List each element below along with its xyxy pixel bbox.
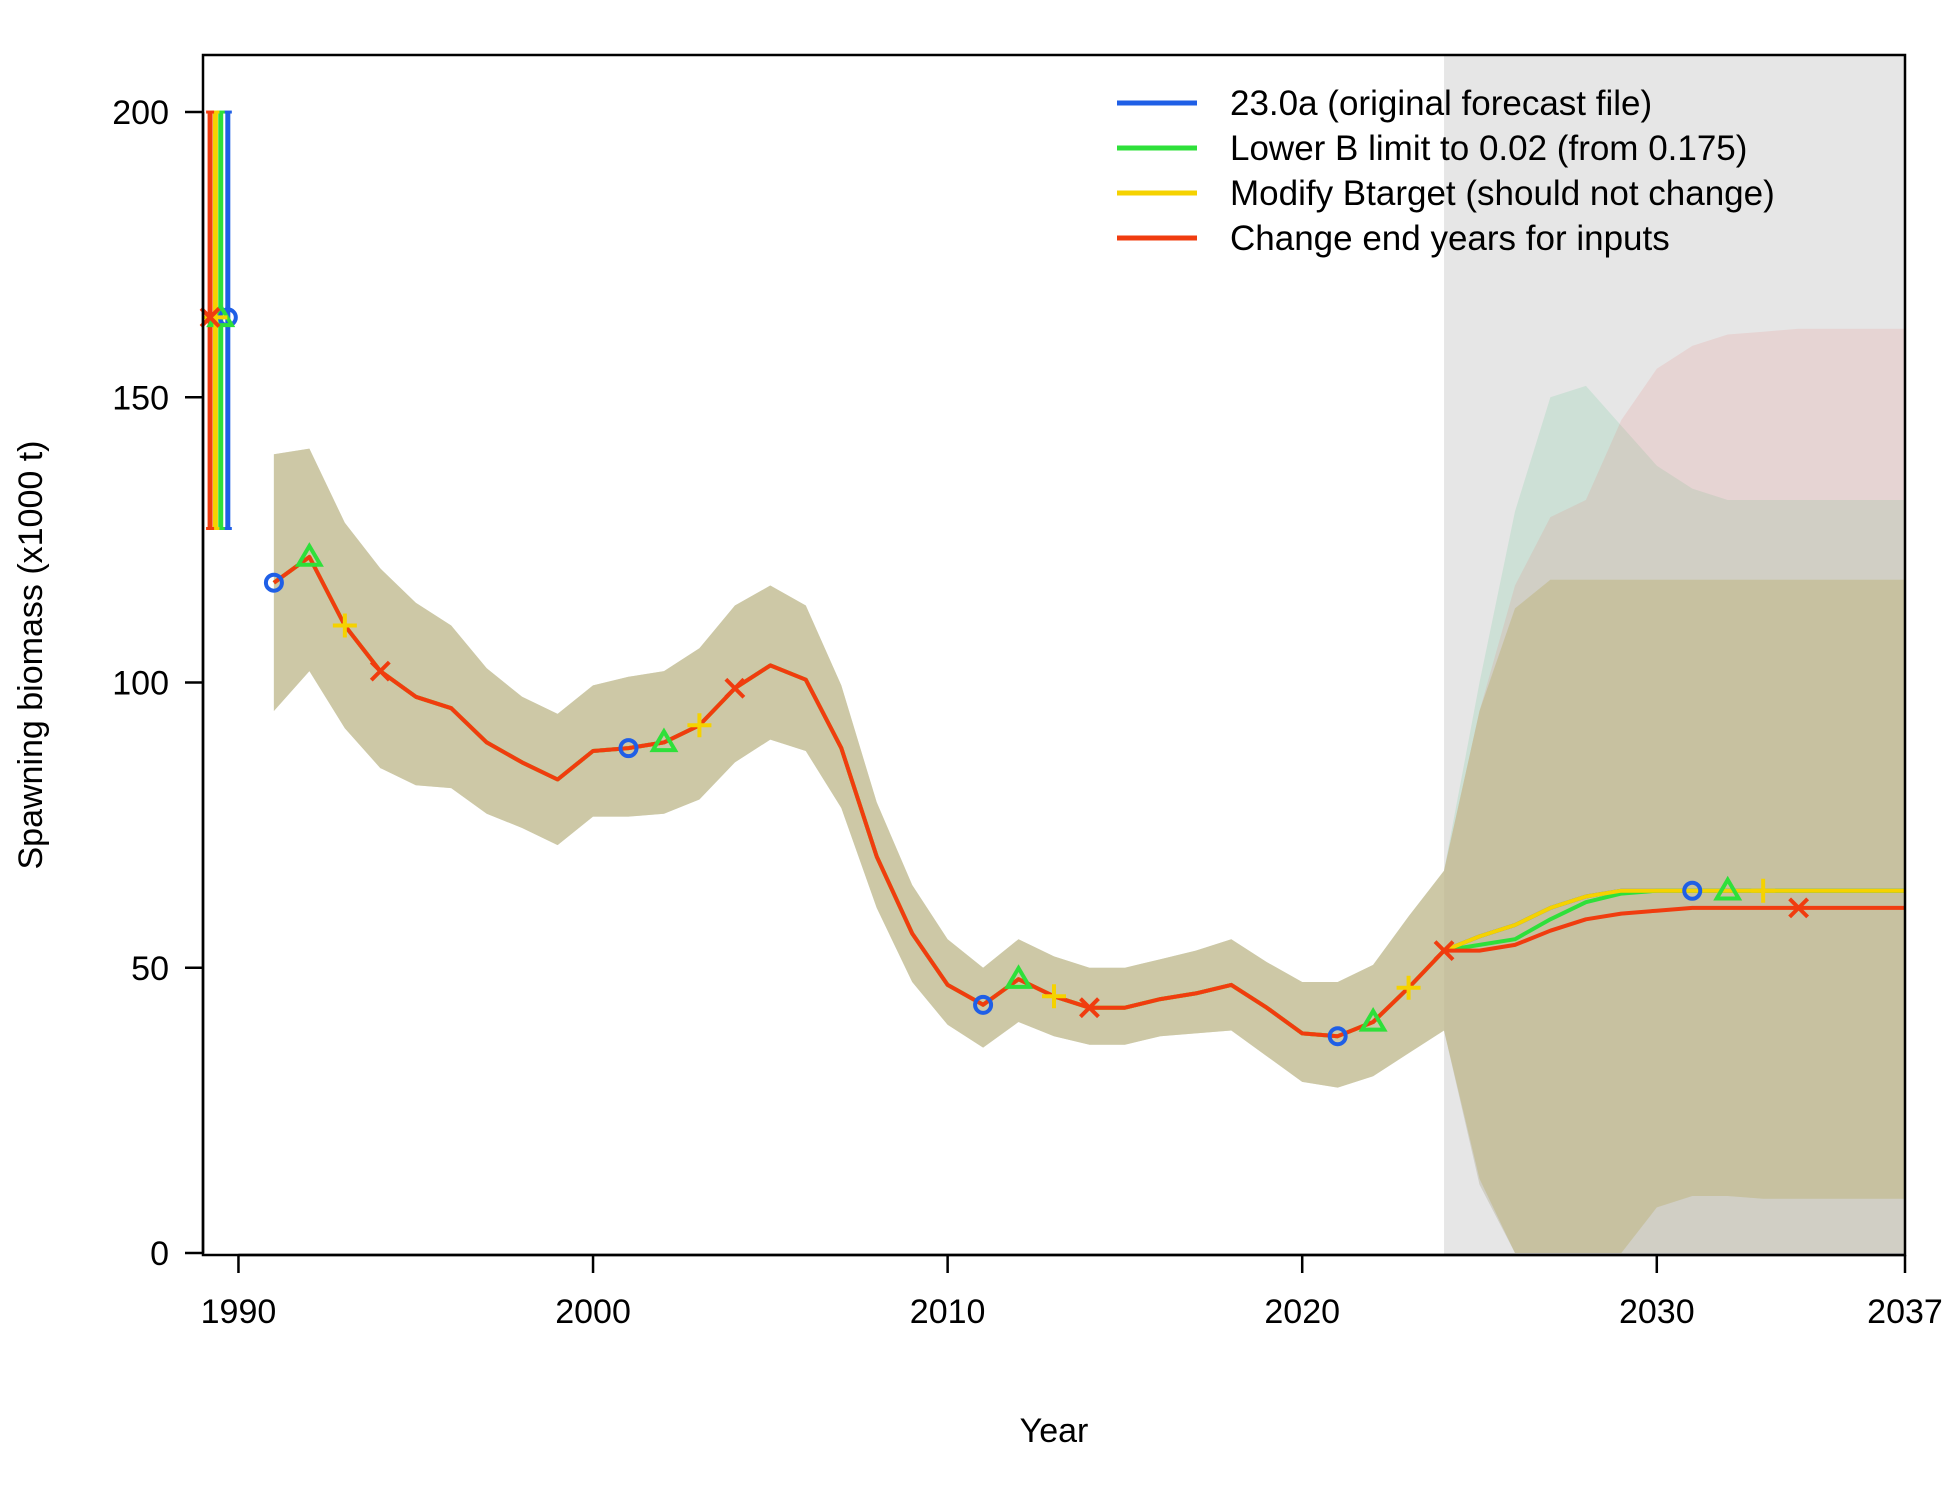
series-markers: [199, 302, 1810, 1047]
marker-x-2004: [724, 677, 746, 699]
x-tick-label-2020: 2020: [1264, 1293, 1340, 1331]
marker-plus-2023: [1396, 975, 1421, 1000]
y-axis: 0 50 100 150 200: [112, 94, 205, 1273]
marker-triangle-1992: [294, 542, 324, 567]
marker-triangle-2002: [649, 727, 679, 753]
marker-x-2014: [1079, 997, 1100, 1019]
marker-circle-2021: [1327, 1026, 1348, 1047]
marker-circle-1991: [263, 572, 284, 593]
y-tick-label-200: 200: [112, 94, 169, 132]
forecast-region: [1444, 55, 1905, 1255]
marker-plus-1993: [332, 613, 357, 638]
x-tick-label-1990: 1990: [201, 1293, 277, 1331]
y-tick-label-150: 150: [112, 379, 169, 417]
uncertainty-bands: [273, 328, 1905, 1254]
marker-triangle-2012: [1004, 964, 1034, 989]
band-1: [273, 448, 1905, 1254]
band-2: [273, 385, 1905, 1253]
legend-label-3: Modify Btarget (should not change): [1230, 174, 1775, 213]
y-tick-label-50: 50: [131, 950, 169, 988]
marker-circle-2011: [973, 994, 994, 1015]
x-axis: 1990 2000 2010 2020 2030 2037: [201, 1253, 1943, 1331]
x-tick-label-2030: 2030: [1619, 1293, 1695, 1331]
marker-circle-2031: [1682, 880, 1703, 901]
forecast-shading: [1444, 55, 1905, 1255]
marker-plus-2013: [1042, 984, 1066, 1009]
marker-plus-2033: [1751, 878, 1776, 903]
band-3: [273, 448, 1905, 1254]
legend-label-2: Lower B limit to 0.02 (from 0.175): [1230, 129, 1747, 168]
x-tick-label-2010: 2010: [910, 1293, 986, 1331]
legend-label-4: Change end years for inputs: [1230, 219, 1670, 258]
marker-x-2034: [1788, 897, 1810, 919]
marker-triangle-2032: [1713, 875, 1743, 901]
marker-x-2024: [1433, 940, 1455, 962]
legend: 23.0a (original forecast file) Lower B li…: [1117, 84, 1775, 258]
x-tick-label-2037: 2037: [1867, 1293, 1943, 1331]
marker-x-1994: [369, 660, 391, 682]
band-4: [273, 328, 1905, 1253]
y-axis-label: Spawning biomass (x1000 t): [12, 440, 50, 869]
x-tick-label-2000: 2000: [555, 1293, 631, 1331]
marker-plus-2003: [687, 713, 712, 738]
x-axis-label: Year: [1020, 1412, 1089, 1450]
marker-triangle-2022: [1358, 1007, 1388, 1032]
y-tick-label-100: 100: [112, 665, 169, 703]
y-tick-label-0: 0: [150, 1235, 169, 1273]
marker-circle-2001: [618, 738, 639, 759]
legend-label-1: 23.0a (original forecast file): [1230, 84, 1652, 123]
